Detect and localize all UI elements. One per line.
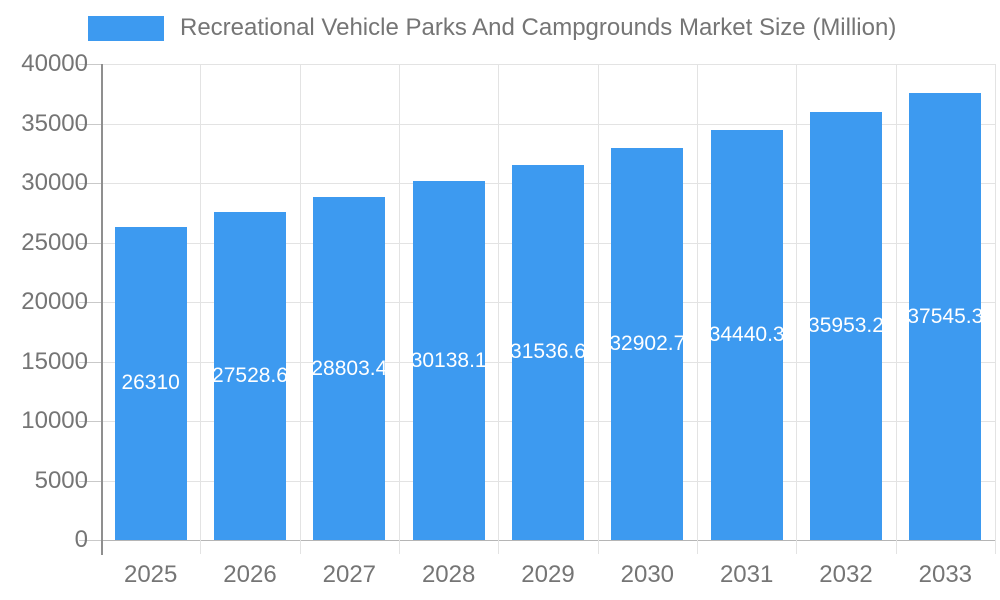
x-tick-mark: [995, 540, 996, 554]
plot-area: 0 5000 10000 15000 20000 25000 30000 35000 40000…: [21, 52, 996, 587]
x-axis-tick-label: 2028: [421, 561, 476, 588]
v-gridline: [995, 64, 996, 540]
bar[interactable]: 30138.1: [410, 181, 487, 540]
y-tick-mark: [79, 302, 101, 303]
y-axis-tick-label: 0: [74, 526, 88, 553]
x-axis-tick-label: 2026: [223, 561, 277, 588]
y-axis-tick-label: 25000: [21, 228, 88, 256]
bar-value-label: 35953.2: [808, 314, 884, 338]
x-axis-tick-label: 2025: [123, 561, 178, 588]
y-tick-mark: [79, 421, 101, 422]
v-gridline: [498, 64, 500, 540]
v-gridline: [399, 64, 400, 540]
h-gridline: [101, 64, 995, 65]
x-axis-tick-label: 2031: [719, 561, 774, 588]
x-tick-mark: [697, 540, 698, 554]
y-tick-mark: [79, 64, 101, 65]
y-tick-mark: [79, 480, 101, 482]
bar-value-label: 37545.3: [907, 304, 984, 328]
bar-value-label: 26310: [121, 371, 180, 395]
y-axis-tick-label: 35000: [21, 109, 88, 137]
x-axis-tick-label: 2027: [322, 561, 377, 588]
y-axis-tick-label: 40000: [21, 50, 88, 77]
y-tick-mark: [79, 123, 101, 125]
legend-label: Recreational Vehicle Parks And Campgroun…: [180, 14, 897, 41]
v-gridline: [796, 64, 798, 540]
bar[interactable]: 26310: [114, 226, 187, 540]
bar[interactable]: 34440.3: [708, 130, 785, 540]
x-tick-mark: [796, 540, 798, 554]
legend[interactable]: Recreational Vehicle Parks And Campgroun…: [88, 14, 896, 42]
v-gridline: [200, 64, 202, 540]
bar-value-label: 27528.6: [212, 364, 288, 388]
y-axis-tick-label: 10000: [21, 407, 88, 434]
x-axis-tick-label: 2033: [918, 561, 973, 588]
v-gridline: [895, 64, 897, 540]
y-tick-mark: [79, 242, 101, 244]
v-gridline: [697, 64, 698, 540]
bar-value-label: 34440.3: [708, 323, 785, 347]
bar[interactable]: 37545.3: [907, 93, 984, 540]
x-tick-mark: [200, 540, 202, 554]
x-tick-mark: [299, 540, 301, 554]
y-axis-tick-label: 20000: [21, 288, 88, 315]
y-axis-tick-label: 30000: [21, 169, 88, 196]
v-gridline: [299, 64, 301, 540]
y-axis-tick-label: 15000: [21, 347, 88, 375]
bar-value-label: 28803.4: [311, 356, 388, 380]
y-axis-tick-label: 5000: [34, 466, 88, 494]
y-axis-line: [101, 64, 103, 555]
x-tick-mark: [399, 540, 400, 554]
x-axis-tick-label: 2032: [819, 561, 873, 588]
bar-value-label: 32902.7: [609, 332, 686, 356]
v-gridline: [597, 64, 599, 540]
y-tick-mark: [79, 540, 101, 541]
bar[interactable]: 27528.6: [212, 212, 288, 540]
x-axis-tick-label: 2030: [620, 561, 675, 588]
x-axis-tick-label: 2029: [521, 561, 575, 588]
bar[interactable]: 35953.2: [808, 112, 884, 540]
bar[interactable]: 32902.7: [609, 148, 686, 540]
x-tick-mark: [895, 540, 897, 554]
h-gridline: [101, 123, 995, 125]
x-tick-mark: [597, 540, 599, 554]
bar[interactable]: 31536.6: [510, 164, 586, 540]
x-axis-baseline: [101, 540, 995, 541]
bar-value-label: 30138.1: [410, 348, 487, 372]
bar-value-label: 31536.6: [510, 340, 586, 364]
legend-swatch: [88, 15, 164, 41]
y-tick-mark: [79, 361, 101, 363]
bar[interactable]: 28803.4: [311, 197, 388, 540]
y-tick-mark: [79, 183, 101, 184]
x-tick-mark: [498, 540, 500, 554]
